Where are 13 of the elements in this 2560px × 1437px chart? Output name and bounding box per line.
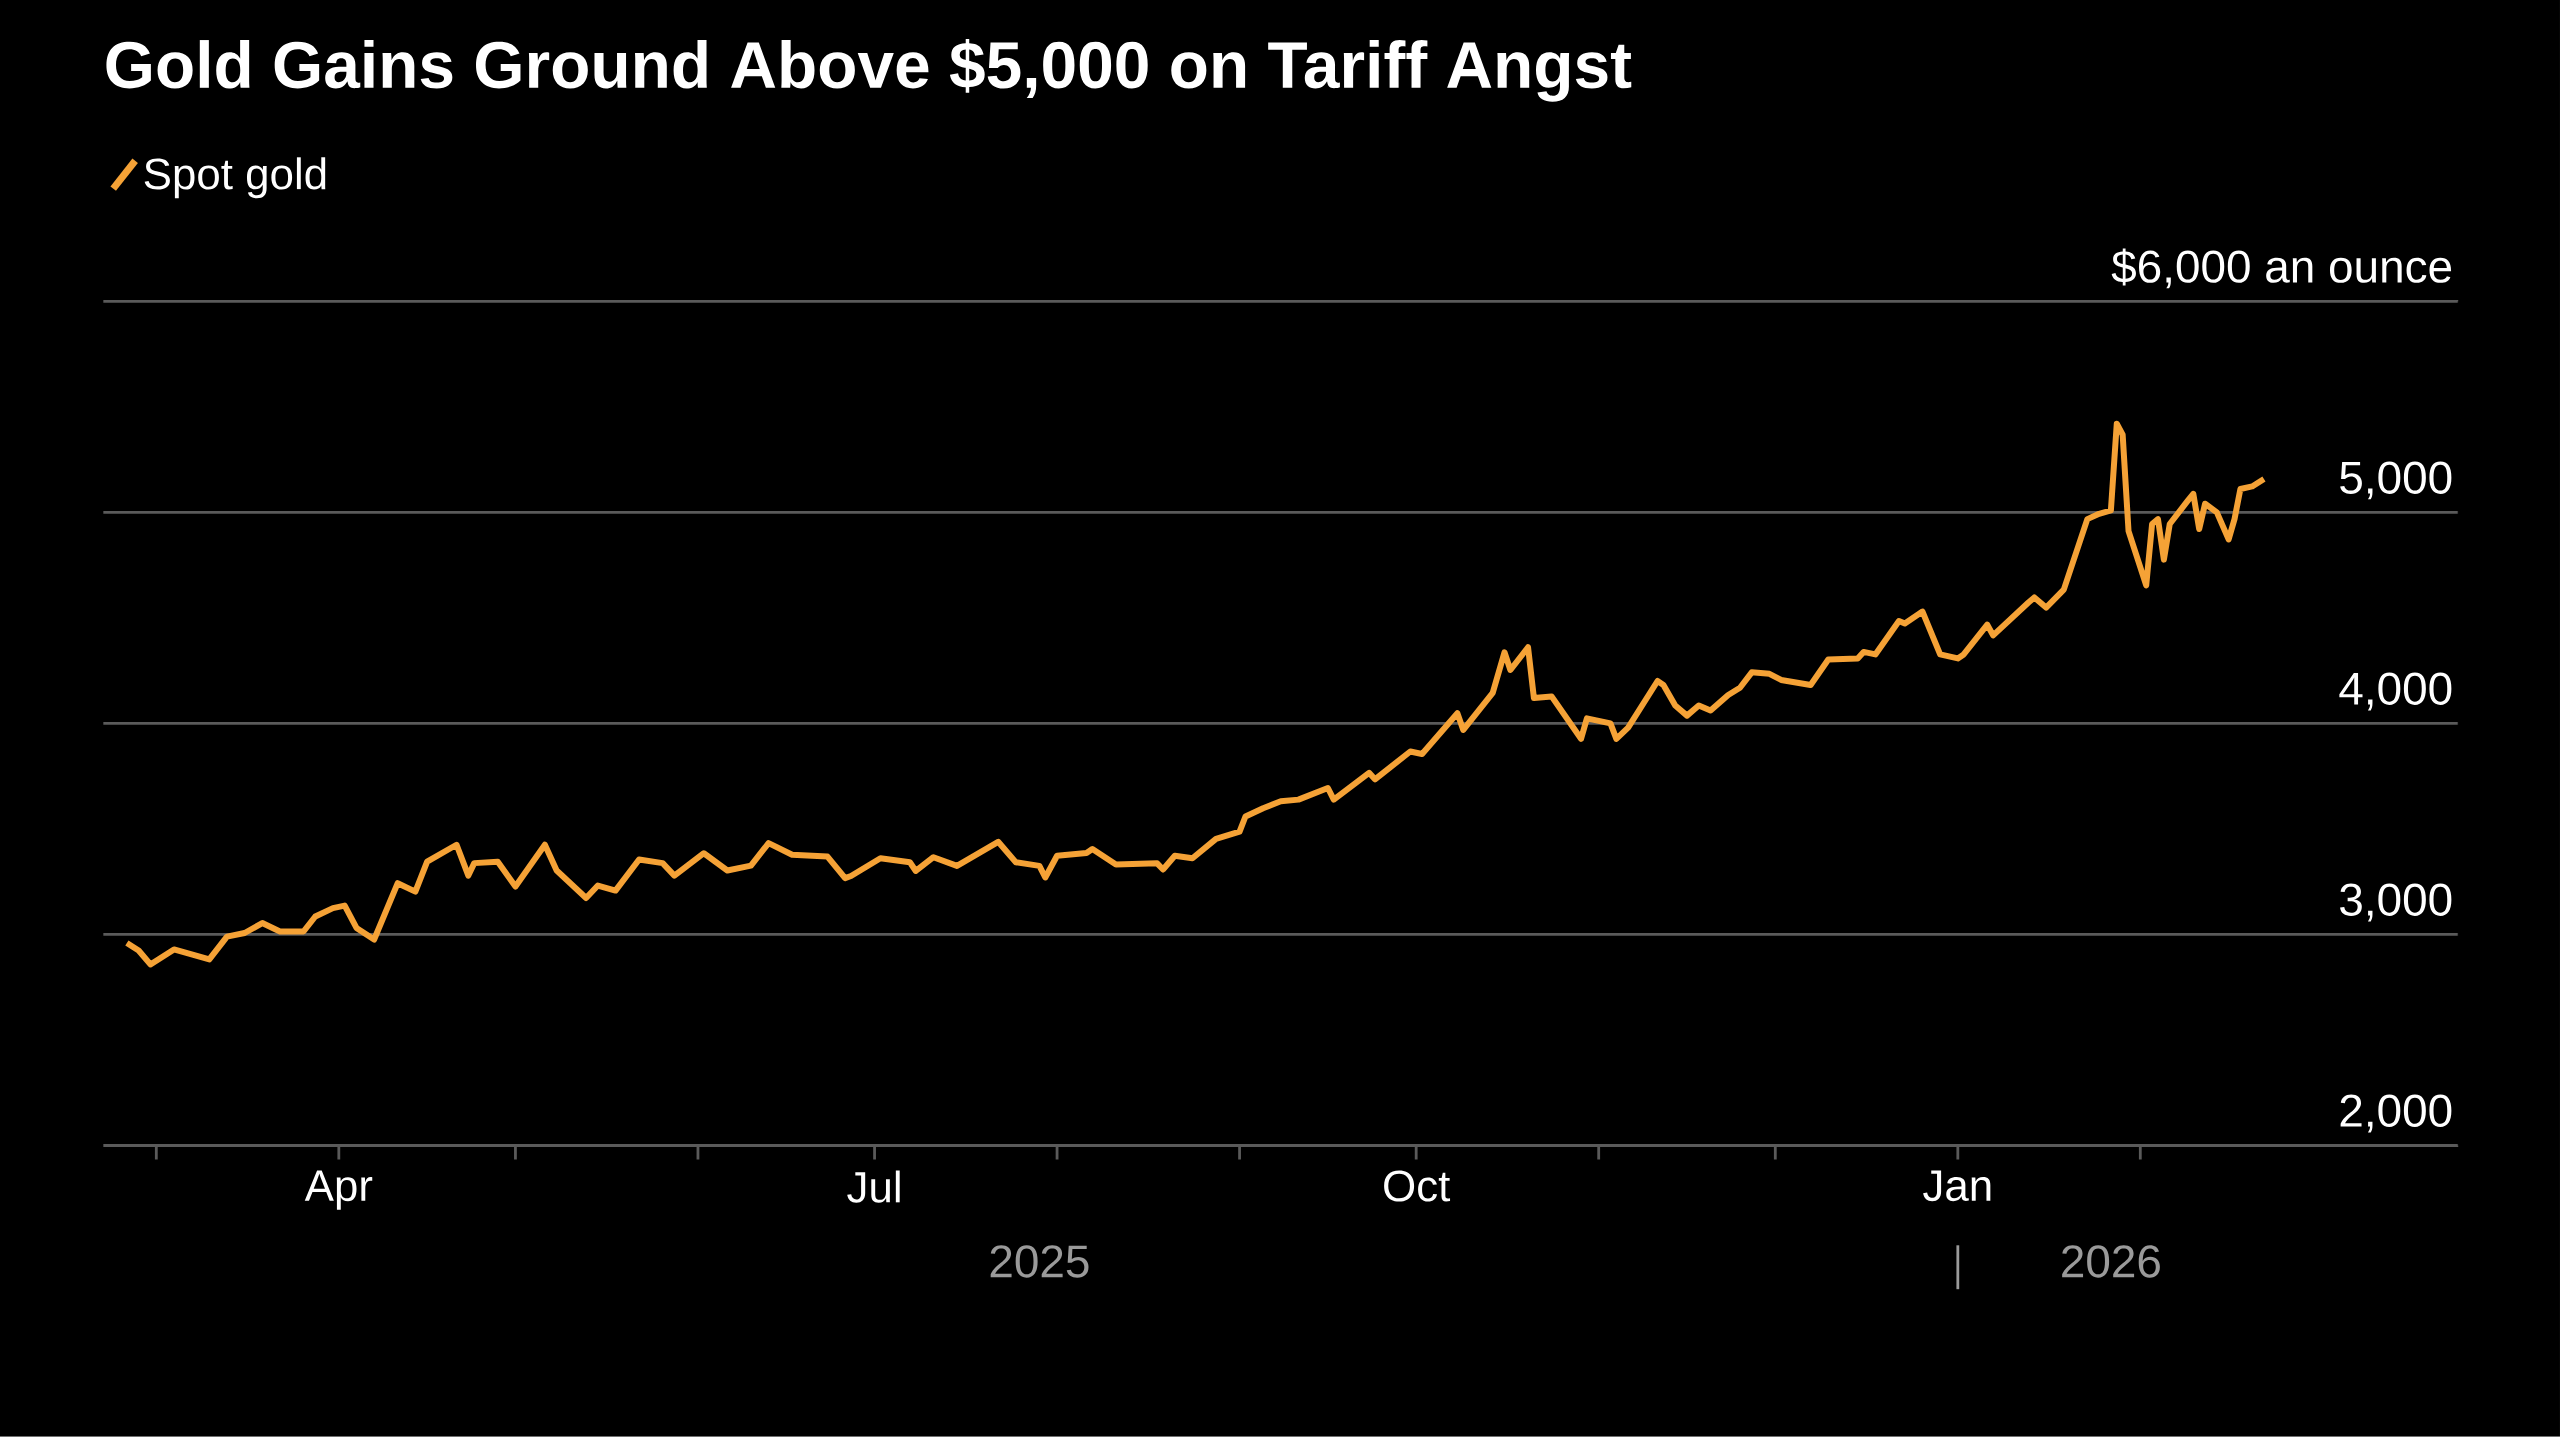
y-tick-label: 3,000 [2340,883,2452,922]
legend-label: Spot gold [144,157,326,199]
x-tick-label: Jul [847,1170,900,1203]
y-tick-label: 5,000 [2340,461,2452,500]
x-tick-label: Jan [1923,1170,1991,1202]
chart-title: Gold Gains Ground Above $5,000 on Tariff Angst [106,38,1632,102]
y-tick-label: 4,000 [2339,672,2452,711]
y-tick-label: $6,000 an ounce [2111,248,2452,289]
x-tick-label: Oct [1384,1170,1451,1202]
y-tick-label: 2,000 [2340,1094,2452,1133]
text: 2025 [990,1245,1089,1278]
x-tick-label: Apr [304,1170,373,1210]
text: 2026 [2062,1245,2160,1278]
